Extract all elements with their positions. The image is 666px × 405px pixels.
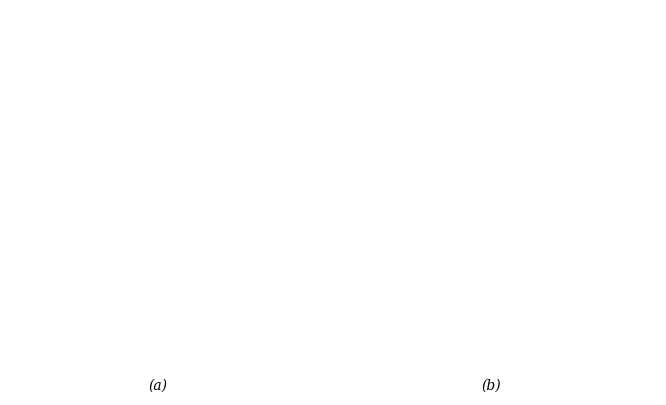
Text: (b): (b) xyxy=(481,379,501,393)
Text: (a): (a) xyxy=(149,379,167,393)
